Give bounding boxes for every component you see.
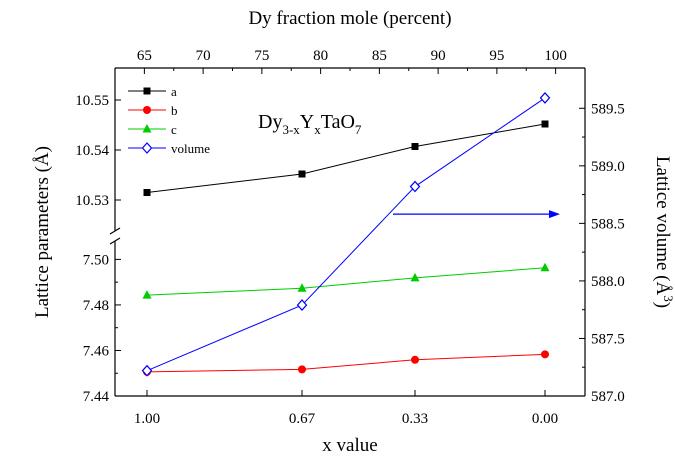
data-point-c: [142, 290, 152, 299]
legend-label-a: a: [171, 84, 177, 99]
right-axis-title: Lattice volume (Å3): [652, 156, 675, 308]
series-line-a: [146, 123, 546, 193]
bottom-tick-label: 1.00: [134, 411, 160, 427]
bottom-tick-label: 0.00: [532, 411, 558, 427]
left-lower-tick-label: 7.48: [83, 298, 109, 314]
series-volume: [141, 92, 551, 377]
series-line-b: [146, 353, 546, 373]
right-axis-title-sup: 3: [661, 295, 675, 302]
data-point-b: [541, 350, 549, 359]
series-line-volume: [146, 97, 546, 372]
left-axis-title: Lattice parameters (Å): [32, 146, 53, 318]
right-axis-title-end: ): [652, 302, 673, 308]
top-tick-label: 90: [431, 48, 446, 64]
left-lower-tick-label: 7.50: [83, 252, 109, 268]
left-upper-tick-label: 10.54: [75, 143, 109, 159]
formula-mid: Y: [300, 111, 314, 133]
right-tick-label: 589.5: [591, 101, 625, 117]
data-point-b: [298, 365, 306, 374]
right-tick-label: 589.0: [591, 159, 625, 175]
legend-marker-b: [143, 106, 151, 114]
data-point-volume: [141, 364, 153, 377]
legend-label-b: b: [171, 103, 178, 118]
formula-sub3: 7: [355, 122, 362, 137]
volume-axis-arrow-head: [549, 210, 560, 219]
compound-formula: Dy3-xYxTaO7: [258, 111, 362, 137]
bottom-tick-label: 0.33: [402, 411, 428, 427]
series-c: [142, 262, 550, 299]
right-tick-label: 588.5: [591, 216, 625, 232]
top-tick-label: 70: [196, 48, 211, 64]
data-point-c: [297, 283, 307, 292]
top-tick-label: 100: [544, 48, 567, 64]
formula-sub2: x: [314, 122, 321, 137]
legend-marker-a: [143, 87, 151, 95]
data-point-b: [411, 355, 419, 364]
legend-label-volume: volume: [171, 141, 210, 156]
data-point-volume: [296, 299, 308, 311]
legend-marker-c: [142, 124, 152, 133]
top-tick-label: 65: [137, 48, 152, 64]
bottom-axis-title: x value: [322, 435, 377, 456]
axis-break-mark: [109, 227, 121, 235]
series-a: [143, 120, 549, 196]
axis-break-mark: [109, 237, 121, 245]
right-tick-label: 587.0: [591, 389, 625, 405]
data-point-a: [143, 189, 151, 196]
top-tick-label: 75: [254, 48, 269, 64]
left-upper-tick-label: 10.53: [75, 193, 109, 209]
right-tick-label: 587.5: [591, 331, 625, 347]
data-point-a: [541, 120, 549, 128]
left-lower-tick-label: 7.46: [83, 343, 110, 359]
top-tick-label: 80: [313, 48, 328, 64]
data-point-c: [410, 272, 420, 282]
series-line-c: [146, 267, 546, 296]
data-point-a: [298, 170, 306, 178]
top-axis-title: Dy fraction mole (percent): [248, 8, 451, 29]
legend-marker-volume: [141, 142, 153, 154]
formula-end: TaO: [321, 111, 355, 133]
right-axis-title-main: Lattice volume (Å: [652, 156, 673, 296]
formula-base: Dy: [258, 111, 282, 133]
formula-sub1: 3-x: [282, 122, 300, 137]
data-point-volume: [409, 180, 421, 193]
series-b: [143, 350, 549, 376]
data-point-a: [411, 143, 419, 150]
left-upper-tick-label: 10.55: [75, 93, 109, 109]
left-lower-tick-label: 7.44: [83, 389, 110, 405]
right-tick-label: 588.0: [591, 274, 625, 290]
top-tick-label: 85: [372, 48, 387, 64]
data-point-c: [540, 262, 550, 272]
legend-label-c: c: [171, 122, 177, 137]
top-tick-label: 95: [489, 48, 504, 64]
data-point-volume: [539, 92, 551, 104]
bottom-tick-label: 0.67: [289, 411, 316, 427]
